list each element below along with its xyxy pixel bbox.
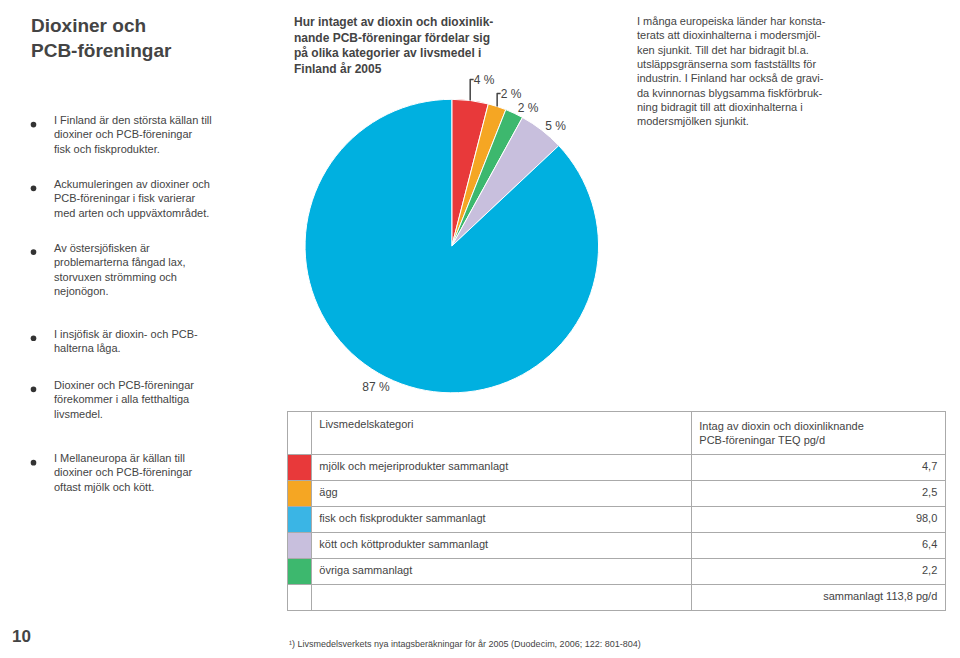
svg-text:Av östersjöfisken ärproblemart: Av östersjöfisken ärproblemarterna fånga… xyxy=(54,242,185,297)
svg-text:I Finland är den största källa: I Finland är den största källan tilldiox… xyxy=(54,114,212,155)
svg-text:I många europeiska länder har: I många europeiska länder har konsta-ter… xyxy=(637,15,826,127)
svg-text:4,7: 4,7 xyxy=(922,460,937,472)
svg-text:sammanlagt 113,8 pg/d: sammanlagt 113,8 pg/d xyxy=(823,590,937,602)
svg-text:Intag av dioxin och dioxinlikn: Intag av dioxin och dioxinliknandePCB-fö… xyxy=(699,420,864,446)
svg-text:Hur intaget av dioxin och diox: Hur intaget av dioxin och dioxinlik-nand… xyxy=(294,15,493,76)
svg-text:6,4: 6,4 xyxy=(922,538,937,550)
svg-text:Dioxiner ochPCB-föreningar: Dioxiner ochPCB-föreningar xyxy=(31,15,172,61)
svg-text:4 %: 4 % xyxy=(474,73,495,87)
svg-text:I Mellaneuropa är källan tilld: I Mellaneuropa är källan tilldioxiner oc… xyxy=(54,452,193,493)
svg-text:2,2: 2,2 xyxy=(922,564,937,576)
svg-text:5 %: 5 % xyxy=(545,119,566,133)
svg-text:10: 10 xyxy=(12,627,31,646)
svg-text:Ackumuleringen av dioxiner och: Ackumuleringen av dioxiner ochPCB-föreni… xyxy=(54,178,210,219)
svg-text:mjölk och mejeriprodukter samm: mjölk och mejeriprodukter sammanlagt xyxy=(319,460,508,472)
svg-text:övriga sammanlagt: övriga sammanlagt xyxy=(319,564,412,576)
svg-text:2 %: 2 % xyxy=(518,101,539,115)
svg-text:Dioxiner och PCB-föreningarför: Dioxiner och PCB-föreningarförekommer i … xyxy=(54,379,194,420)
svg-text:fisk och fiskprodukter sammanl: fisk och fiskprodukter sammanlagt xyxy=(319,512,485,524)
svg-text:2 %: 2 % xyxy=(501,87,522,101)
svg-text:I insjöfisk är dioxin- och PCB: I insjöfisk är dioxin- och PCB-halterna … xyxy=(54,328,198,354)
svg-text:98,0: 98,0 xyxy=(916,512,937,524)
svg-text:87 %: 87 % xyxy=(362,380,390,394)
svg-text:Livsmedelskategori: Livsmedelskategori xyxy=(319,418,413,430)
svg-text:¹) Livsmedelsverkets nya intag: ¹) Livsmedelsverkets nya intagsberäkning… xyxy=(289,639,641,649)
svg-text:ägg: ägg xyxy=(319,486,337,498)
svg-text:2,5: 2,5 xyxy=(922,486,937,498)
svg-text:kött och köttprodukter sammanl: kött och köttprodukter sammanlagt xyxy=(319,538,488,550)
